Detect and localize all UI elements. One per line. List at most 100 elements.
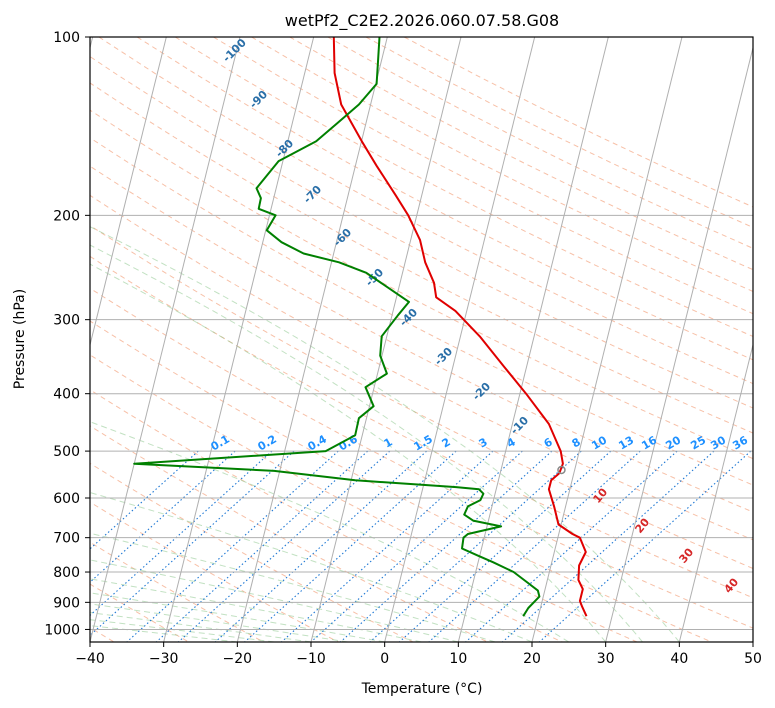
mixing-ratio-line bbox=[310, 450, 523, 642]
dry-adiabat-label: -90 bbox=[247, 88, 270, 111]
mixing-ratio-line bbox=[90, 450, 273, 617]
moist-adiabat-label: 30 bbox=[676, 545, 696, 565]
y-tick-label: 1000 bbox=[44, 622, 80, 638]
dry-adiabat bbox=[98, 37, 753, 385]
y-axis-label: Pressure (hPa) bbox=[12, 289, 28, 389]
mixing-ratio-label: 0.1 bbox=[209, 432, 232, 453]
y-axis: 100 200 300 400 500 600 700 800 900 1000 bbox=[44, 30, 90, 638]
y-tick-label: 900 bbox=[53, 595, 80, 611]
dry-adiabat bbox=[90, 389, 563, 642]
moist-adiabat bbox=[90, 421, 570, 642]
dry-adiabat bbox=[90, 583, 190, 642]
mixing-ratio-label: 36 bbox=[730, 433, 750, 452]
y-tick-label: 300 bbox=[53, 313, 80, 329]
x-tick-label: 20 bbox=[523, 651, 541, 667]
background-lines bbox=[90, 37, 753, 642]
mixing-ratio-line bbox=[428, 450, 641, 642]
mixing-ratio-line bbox=[369, 450, 582, 642]
mixing-ratio-line bbox=[340, 450, 553, 642]
dry-adiabat bbox=[90, 287, 753, 629]
dry-adiabat bbox=[90, 501, 339, 642]
moist-adiabat bbox=[90, 592, 385, 642]
mixing-ratio-line bbox=[502, 450, 715, 642]
isotherm-line bbox=[752, 639, 753, 642]
moist-adiabat bbox=[90, 603, 348, 642]
x-axis-label: Temperature (°C) bbox=[361, 681, 483, 697]
isotherm-line bbox=[90, 37, 241, 642]
mixing-ratio-label: 0.2 bbox=[256, 432, 279, 453]
dry-adiabat bbox=[90, 541, 264, 642]
dry-adiabat bbox=[90, 165, 753, 513]
mixing-ratio-label: 6 bbox=[542, 435, 555, 450]
dry-adiabat bbox=[90, 55, 753, 409]
mixing-ratio-label: 10 bbox=[589, 433, 609, 452]
moist-adiabat bbox=[90, 492, 533, 642]
y-tick-label: 500 bbox=[53, 444, 80, 460]
mixing-ratio-line bbox=[214, 450, 427, 642]
dry-adiabat bbox=[213, 37, 753, 315]
mixing-ratio-line bbox=[465, 450, 678, 642]
moist-adiabat bbox=[90, 244, 643, 642]
x-tick-label: −30 bbox=[149, 651, 179, 667]
mixing-ratio-line bbox=[178, 450, 391, 642]
dry-adiabat bbox=[90, 354, 638, 642]
x-axis: −40 −30 −20 −10 0 10 20 30 40 50 bbox=[75, 642, 762, 667]
isotherm-line bbox=[384, 37, 536, 642]
moist-adiabat-label: 20 bbox=[632, 515, 652, 535]
grid-lines bbox=[90, 37, 753, 642]
x-tick-label: −10 bbox=[296, 651, 326, 667]
isotherm-line bbox=[457, 37, 609, 642]
isotherm-line bbox=[90, 37, 167, 347]
mixing-ratio-line bbox=[126, 450, 339, 642]
moist-adiabat bbox=[90, 612, 312, 642]
x-tick-label: −40 bbox=[75, 651, 105, 667]
moist-adiabat bbox=[90, 625, 238, 642]
y-tick-label: 800 bbox=[53, 565, 80, 581]
x-tick-label: 40 bbox=[670, 651, 688, 667]
y-tick-label: 700 bbox=[53, 531, 80, 547]
dry-adiabat bbox=[136, 37, 753, 361]
dry-adiabat bbox=[365, 37, 753, 228]
x-tick-label: 10 bbox=[449, 651, 467, 667]
y-tick-label: 400 bbox=[53, 387, 80, 403]
dry-adiabat-label: -10 bbox=[508, 414, 531, 437]
dry-adiabat-label: -60 bbox=[331, 226, 354, 249]
mixing-ratio-line bbox=[244, 450, 457, 642]
dry-adiabat bbox=[90, 224, 753, 570]
dewpoint-series-line bbox=[133, 37, 541, 617]
mixing-ratio-label: 2 bbox=[440, 435, 453, 450]
isotherm-line bbox=[310, 37, 462, 642]
isotherm-line bbox=[531, 37, 683, 642]
y-tick-label: 100 bbox=[53, 30, 80, 46]
dry-adiabat bbox=[90, 109, 753, 460]
dry-adiabat bbox=[90, 137, 753, 486]
moist-adiabat bbox=[90, 578, 422, 642]
moist-adiabat bbox=[90, 619, 275, 642]
dry-adiabat bbox=[90, 425, 488, 642]
mixing-ratio-line bbox=[399, 450, 612, 642]
x-tick-label: 50 bbox=[744, 651, 762, 667]
mixing-ratio-label: 13 bbox=[616, 434, 636, 453]
moist-adiabat bbox=[90, 226, 680, 642]
temperature-series-line bbox=[332, 37, 588, 617]
parcel-marker bbox=[557, 465, 566, 475]
plot-frame bbox=[89, 36, 754, 643]
x-tick-label: 30 bbox=[597, 651, 615, 667]
x-tick-label: −20 bbox=[223, 651, 253, 667]
dry-adiabat bbox=[90, 320, 712, 642]
moist-adiabat bbox=[90, 532, 496, 642]
dry-adiabat bbox=[90, 462, 414, 642]
chart-title: wetPf2_C2E2.2026.060.07.58.G08 bbox=[285, 11, 559, 31]
y-tick-label: 200 bbox=[53, 208, 80, 224]
moist-adiabat-label: 40 bbox=[721, 575, 741, 595]
mixing-ratio-line bbox=[281, 450, 494, 642]
dry-adiabat-label: -20 bbox=[470, 380, 493, 403]
dry-adiabat-label: -40 bbox=[397, 306, 420, 329]
mixing-ratio-label: 30 bbox=[708, 433, 728, 452]
series-lines bbox=[133, 37, 588, 617]
isotherm-line bbox=[236, 37, 388, 642]
moist-adiabat-label: 10 bbox=[590, 485, 610, 505]
dry-adiabat-label: -70 bbox=[301, 183, 324, 206]
mixing-ratio-line bbox=[155, 450, 369, 642]
